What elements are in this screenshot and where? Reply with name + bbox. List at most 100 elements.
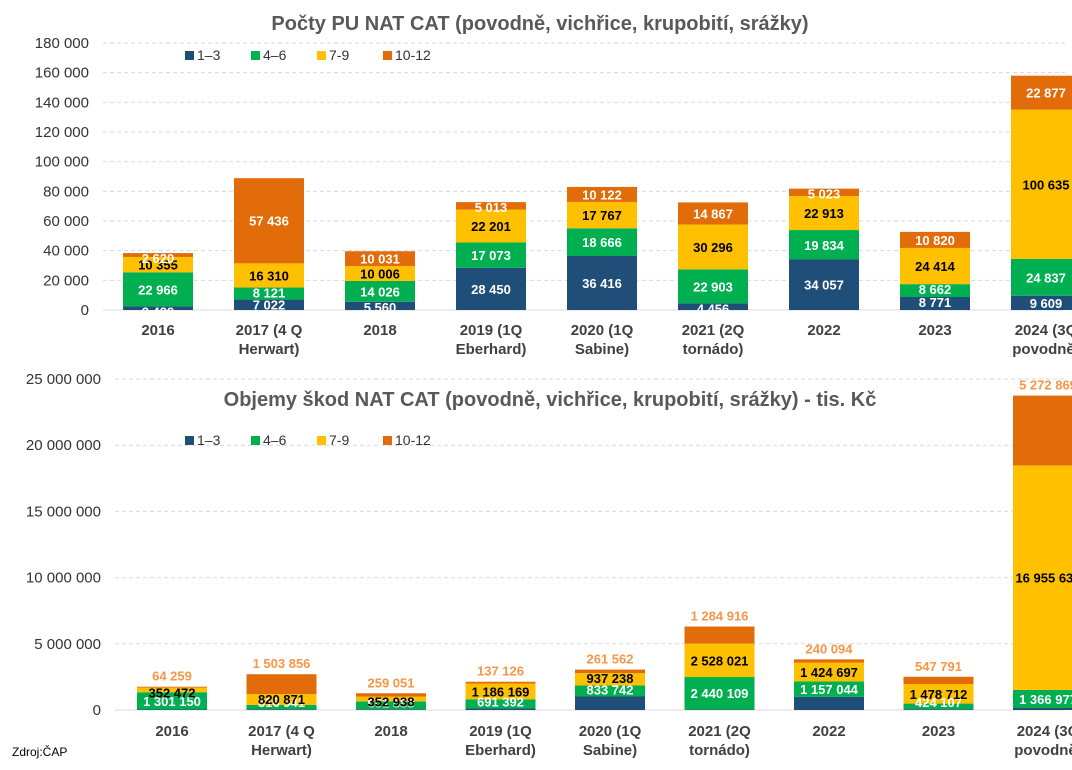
data-label: 16 310 <box>249 268 289 283</box>
data-label: 24 414 <box>915 259 956 274</box>
bar-segment <box>678 202 748 225</box>
data-label: 22 903 <box>693 279 733 294</box>
bar-segment <box>1011 75 1072 110</box>
data-label: 57 436 <box>249 214 289 229</box>
bar-segment <box>567 255 637 310</box>
data-label: 22 201 <box>471 219 511 234</box>
x-tick-label: 2016 <box>155 723 188 740</box>
data-label: 10 031 <box>360 252 400 267</box>
bar-segment <box>465 681 536 684</box>
x-tick-label: 2020 (1Q <box>579 723 642 740</box>
data-label: 1 478 712 <box>910 687 968 702</box>
bar-segment <box>789 259 859 310</box>
bar-segment <box>1013 465 1072 690</box>
data-label: 8 771 <box>919 295 952 310</box>
data-label: 1 157 044 <box>800 682 859 697</box>
bar-segment <box>575 685 645 697</box>
data-label: 22 966 <box>138 282 178 297</box>
bar-segment <box>678 303 748 310</box>
bar-segment <box>123 272 193 307</box>
data-label: 8 662 <box>919 282 952 297</box>
bar-segment <box>456 202 526 210</box>
data-label: 14 867 <box>693 206 733 221</box>
data-label: 937 238 <box>587 671 634 686</box>
bar-segment <box>356 709 426 710</box>
data-label: 352 472 <box>149 686 196 701</box>
bar-segment <box>465 683 536 700</box>
bar-segment <box>794 662 864 682</box>
x-tick-label: Sabine) <box>575 341 629 358</box>
x-tick-label: 2021 (2Q <box>688 723 751 740</box>
bar-segment <box>575 673 645 686</box>
data-label: 19 834 <box>804 238 845 253</box>
data-label: 137 126 <box>477 664 524 679</box>
y-tick-label: 140 000 <box>35 94 89 111</box>
bar-segment <box>234 178 304 264</box>
bar-segment <box>678 269 748 304</box>
bar-segment <box>900 247 970 285</box>
data-label: 10 122 <box>582 187 622 202</box>
data-label: 10 820 <box>915 233 955 248</box>
data-label: 1 503 856 <box>253 656 311 671</box>
x-tick-label: povodně) <box>1012 341 1072 358</box>
bar-segment <box>900 296 970 310</box>
bar-segment <box>1013 708 1072 710</box>
data-label: 24 837 <box>1026 270 1066 285</box>
data-label: 18 666 <box>582 235 622 250</box>
bar-segment <box>137 692 207 710</box>
x-tick-label: 2024 (3Q <box>1017 723 1072 740</box>
data-label: 5 023 <box>808 187 841 202</box>
y-tick-label: 0 <box>93 702 101 719</box>
bar-segment <box>1011 258 1072 296</box>
data-label: 34 057 <box>804 278 844 293</box>
y-tick-label: 10 000 000 <box>26 570 101 587</box>
data-label: 820 871 <box>258 692 305 707</box>
bar-segment <box>794 681 864 697</box>
data-label: 64 259 <box>152 669 192 684</box>
legend-label: 7-9 <box>329 47 349 63</box>
data-label: 17 767 <box>582 208 622 223</box>
bar-segment <box>684 643 755 678</box>
data-label: 36 416 <box>582 276 622 291</box>
legend-swatch <box>383 51 392 60</box>
data-label: 2 528 021 <box>691 653 749 668</box>
x-tick-label: 2019 (1Q <box>469 723 532 740</box>
data-label: 1 301 150 <box>143 694 201 709</box>
legend-swatch <box>317 51 326 60</box>
y-tick-label: 20 000 000 <box>26 437 101 454</box>
data-label: 2 620 <box>142 251 175 266</box>
x-tick-label: 2020 (1Q <box>571 322 634 339</box>
bar-segment <box>1013 395 1072 466</box>
legend-label: 10-12 <box>395 47 431 63</box>
bar-segment <box>356 693 426 697</box>
data-label: 1 366 977 <box>1019 692 1072 707</box>
data-label: 9 609 <box>1030 296 1063 311</box>
data-label: 17 073 <box>471 248 511 263</box>
y-tick-label: 0 <box>81 302 89 319</box>
data-label: 2 429 <box>142 304 175 319</box>
x-tick-label: Herwart) <box>251 742 312 759</box>
x-tick-label: 2022 <box>807 322 840 339</box>
data-label: 259 051 <box>368 675 415 690</box>
data-label: 316 941 <box>258 695 305 710</box>
bar-segment <box>567 228 637 256</box>
x-tick-label: Eberhard) <box>456 341 527 358</box>
bar-segment <box>1011 295 1072 310</box>
legend-swatch <box>185 436 194 445</box>
bar-segment <box>465 708 536 710</box>
x-tick-label: 2024 (3Q <box>1015 322 1072 339</box>
bar-segment <box>678 224 748 270</box>
legend-swatch <box>317 436 326 445</box>
y-tick-label: 20 000 <box>43 272 89 289</box>
y-tick-label: 100 000 <box>35 154 89 171</box>
y-tick-label: 60 000 <box>43 213 89 230</box>
y-tick-label: 15 000 000 <box>26 503 101 520</box>
source-note: Zdroj:ČAP <box>12 745 68 759</box>
x-tick-label: tornádo) <box>689 742 750 759</box>
data-label: 28 450 <box>471 282 511 297</box>
data-label: 22 877 <box>1026 86 1066 101</box>
x-tick-label: 2019 (1Q <box>460 322 523 339</box>
x-tick-label: 2021 (2Q <box>682 322 745 339</box>
data-label: 16 955 636 <box>1015 571 1072 586</box>
data-label: 10 355 <box>138 258 178 273</box>
